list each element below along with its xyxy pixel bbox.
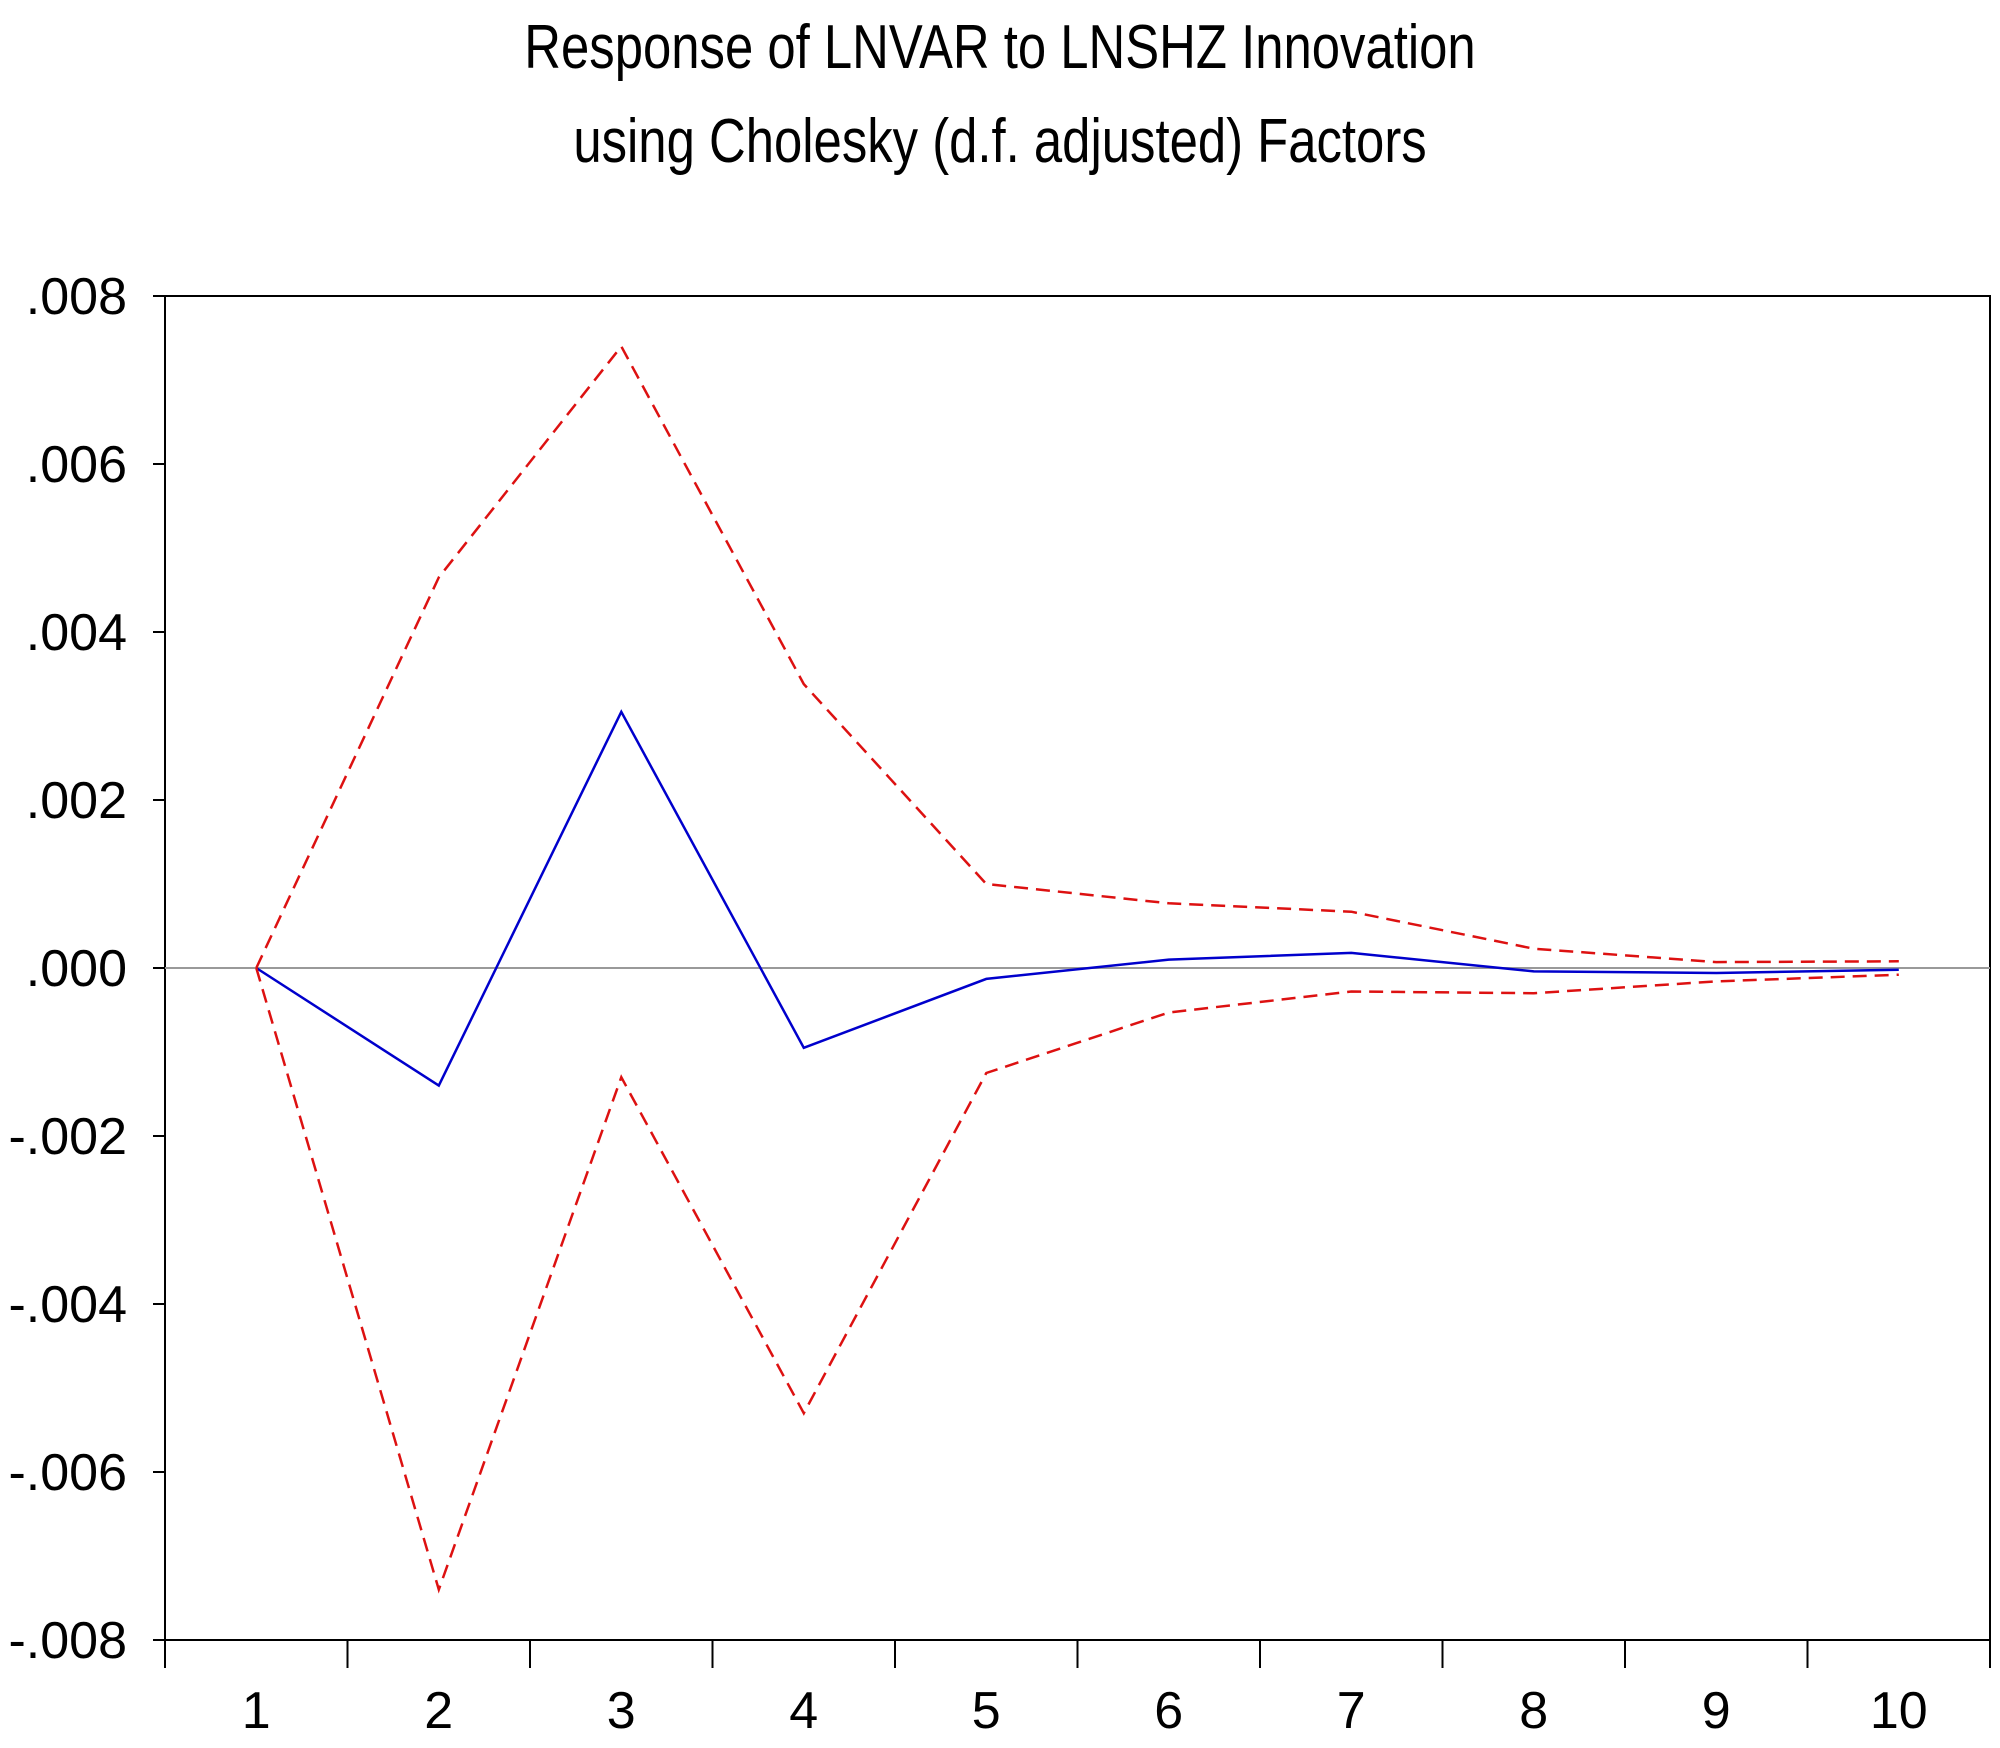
y-axis: .008 .006 .004 .002 .000 -.002 -.004 -.006 -.008 (8, 268, 165, 1670)
x-tick-label: 6 (1154, 1682, 1183, 1740)
chart-subtitle: using Cholesky (d.f. adjusted) Factors (573, 107, 1427, 176)
x-tick-label: 7 (1337, 1682, 1366, 1740)
y-tick-label: .006 (26, 436, 127, 494)
lower-band-line (255, 967, 1899, 1594)
x-tick-label: 8 (1519, 1682, 1548, 1740)
chart-title: Response of LNVAR to LNSHZ Innovation (524, 13, 1476, 82)
x-tick-label: 4 (789, 1682, 818, 1740)
x-tick-label: 2 (424, 1682, 453, 1740)
upper-band-line (255, 344, 1899, 969)
y-tick-label: .004 (26, 604, 127, 662)
y-tick-label: -.002 (8, 1108, 127, 1166)
x-tick-label: 3 (607, 1682, 636, 1740)
y-tick-label: -.006 (8, 1444, 127, 1502)
x-tick-label: 5 (972, 1682, 1001, 1740)
x-tick-label: 9 (1702, 1682, 1731, 1740)
x-tick-label: 10 (1870, 1682, 1928, 1740)
response-line (255, 709, 1899, 1088)
x-axis: 1 2 3 4 5 6 7 8 9 10 (164, 1640, 1991, 1740)
y-tick-label: -.004 (8, 1276, 127, 1334)
y-tick-label: .008 (26, 268, 127, 326)
y-tick-label: .002 (26, 772, 127, 830)
y-tick-label: .000 (26, 940, 127, 998)
series-layer (255, 344, 1899, 1594)
y-tick-label: -.008 (8, 1612, 127, 1670)
x-tick-label: 1 (242, 1682, 271, 1740)
